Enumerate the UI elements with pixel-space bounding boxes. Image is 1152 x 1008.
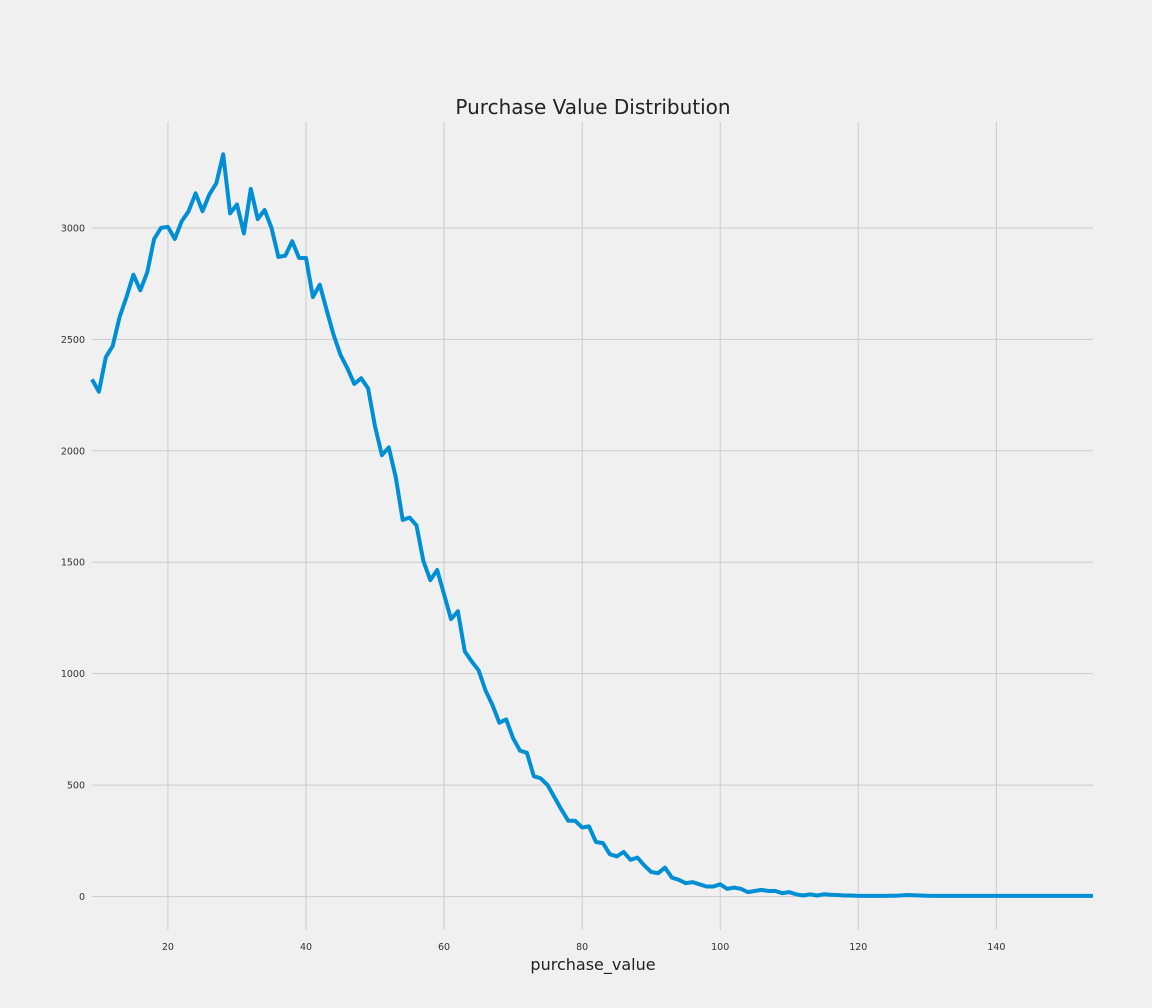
y-tick-label: 1000 (61, 669, 85, 680)
x-tick-label: 140 (987, 942, 1005, 953)
series-layer (90, 152, 1093, 898)
x-tick-label: 100 (711, 942, 729, 953)
y-tick-label: 0 (79, 892, 85, 903)
y-tick-label: 2500 (61, 335, 85, 346)
x-tick-label: 20 (162, 942, 174, 953)
y-gridlines (92, 227, 1093, 898)
x-tick-label: 40 (300, 942, 312, 953)
x-axis-label: purchase_value (530, 955, 655, 975)
y-tick-labels: 0 500 1000 1500 2000 2500 3000 (61, 223, 85, 903)
chart-title: Purchase Value Distribution (455, 95, 730, 119)
x-tick-label: 80 (576, 942, 588, 953)
y-tick-label: 2000 (61, 446, 85, 457)
series-line (90, 152, 1093, 898)
x-tick-labels: 20 40 60 80 100 120 140 (162, 942, 1006, 953)
y-tick-label: 3000 (61, 223, 85, 234)
x-tick-label: 60 (438, 942, 450, 953)
x-tick-label: 120 (849, 942, 867, 953)
y-tick-label: 1500 (61, 558, 85, 569)
y-tick-label: 500 (67, 781, 85, 792)
